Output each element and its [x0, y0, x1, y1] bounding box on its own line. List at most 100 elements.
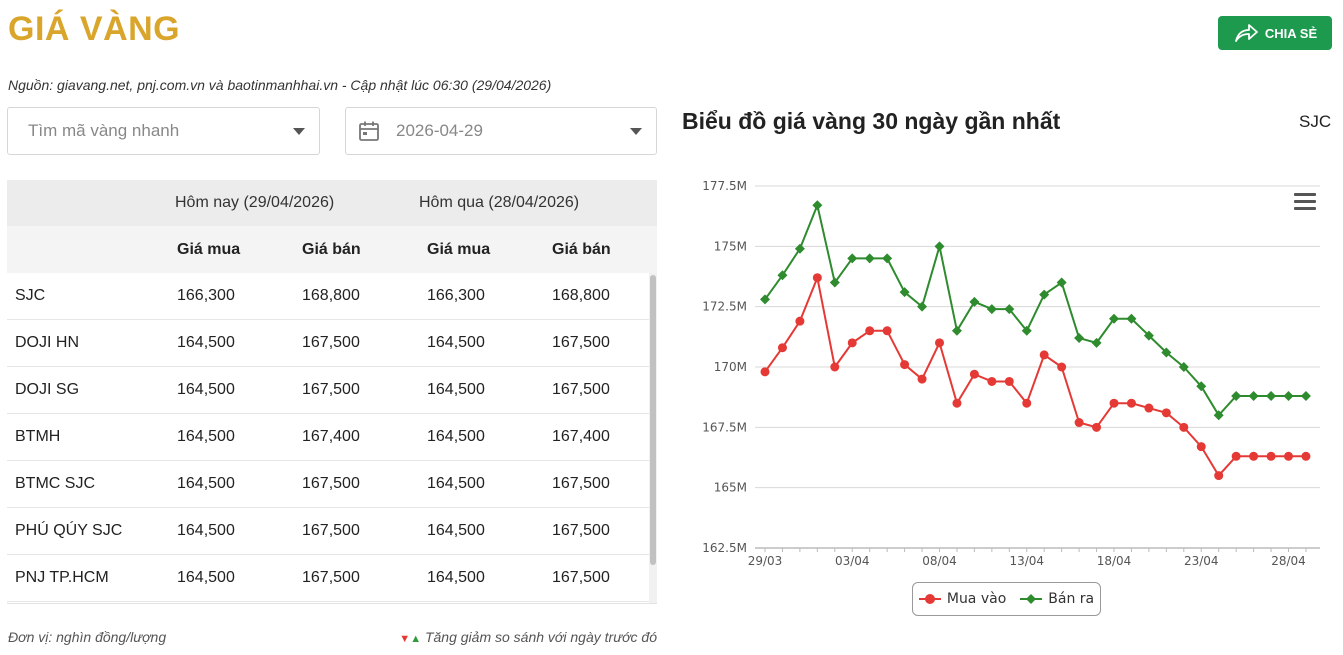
data-point-buy: [1074, 418, 1084, 428]
table-row[interactable]: DOJI SG 164,500 167,500 164,500 167,500: [7, 367, 657, 414]
data-point-sell: [1283, 390, 1294, 401]
yesterday-sell-value: 168,800: [552, 287, 610, 304]
chart-gold-code[interactable]: SJC: [1299, 112, 1332, 131]
legend-item-sell[interactable]: Bán ra: [1020, 591, 1094, 607]
x-tick-label: 13/04: [1009, 554, 1044, 568]
today-sell-value: 167,500: [302, 381, 360, 398]
series-line-buy: [764, 276, 1306, 477]
yesterday-buy-value: 164,500: [427, 522, 485, 539]
data-point-sell: [899, 287, 910, 298]
share-button[interactable]: CHIA SẺ: [1218, 16, 1332, 50]
data-point-buy: [882, 326, 892, 336]
data-point-buy: [1092, 422, 1102, 432]
y-tick-label: 177.5M: [702, 179, 747, 193]
data-point-buy: [865, 326, 875, 336]
data-point-sell: [829, 277, 840, 288]
price-table: Hôm nay (29/04/2026) Hôm qua (28/04/2026…: [7, 180, 657, 604]
data-point-sell: [1248, 390, 1259, 401]
table-row[interactable]: DOJI HN 164,500 167,500 164,500 167,500: [7, 320, 657, 367]
yesterday-sell-value: 167,500: [552, 522, 610, 539]
date-picker[interactable]: 2026-04-29: [345, 107, 657, 155]
data-point-sell: [1231, 390, 1242, 401]
gold-name: DOJI HN: [15, 334, 79, 351]
yesterday-sell-value: 167,500: [552, 381, 610, 398]
data-point-buy: [900, 360, 910, 370]
today-buy-value: 164,500: [177, 569, 235, 586]
unit-note: Đơn vị: nghìn đồng/lượng: [8, 629, 167, 645]
data-point-sell: [1074, 333, 1085, 344]
change-note: ▼▲ Tăng giảm so sánh với ngày trước đó: [399, 629, 657, 645]
table-row[interactable]: BTMH 164,500 167,400 164,500 167,400: [7, 414, 657, 461]
data-point-sell: [1178, 362, 1189, 372]
data-point-sell: [1021, 325, 1032, 336]
yesterday-buy-value: 166,300: [427, 287, 485, 304]
y-tick-label: 172.5M: [702, 300, 747, 314]
data-point-sell: [1039, 289, 1050, 300]
data-point-sell: [1004, 304, 1015, 315]
y-tick-label: 175M: [714, 239, 747, 253]
today-sell-header: Giá bán: [302, 240, 361, 258]
today-buy-value: 164,500: [177, 381, 235, 398]
data-point-buy: [1214, 471, 1224, 481]
data-point-sell: [934, 241, 945, 252]
today-buy-value: 164,500: [177, 475, 235, 492]
yesterday-sell-value: 167,500: [552, 569, 610, 586]
gold-name: SJC: [15, 287, 46, 304]
yesterday-buy-value: 164,500: [427, 569, 485, 586]
table-row[interactable]: PHÚ QÚY SJC 164,500 167,500 164,500 167,500: [7, 508, 657, 555]
data-point-sell: [1126, 313, 1137, 324]
date-value: 2026-04-29: [396, 121, 483, 140]
yesterday-buy-value: 164,500: [427, 381, 485, 398]
gold-name: PNJ TP.HCM: [15, 569, 109, 586]
page-title: GIÁ VÀNG: [8, 10, 181, 48]
legend-item-buy[interactable]: Mua vào: [918, 591, 1006, 607]
gold-name: BTMC SJC: [15, 475, 95, 492]
today-sell-value: 167,400: [302, 428, 360, 445]
data-point-sell: [917, 301, 928, 312]
data-point-buy: [1249, 451, 1259, 461]
yesterday-header: Hôm qua (28/04/2026): [419, 194, 580, 211]
data-point-buy: [847, 338, 857, 348]
data-point-sell: [1056, 277, 1067, 288]
quick-search-select[interactable]: Tìm mã vàng nhanh: [7, 107, 320, 155]
today-buy-value: 166,300: [177, 287, 235, 304]
data-point-sell: [1161, 347, 1172, 358]
y-tick-label: 170M: [714, 360, 747, 374]
data-point-sell: [1196, 381, 1207, 392]
table-row[interactable]: BTMC SJC 164,500 167,500 164,500 167,500: [7, 461, 657, 508]
data-point-buy: [1109, 398, 1119, 408]
data-point-sell: [1266, 390, 1277, 401]
today-buy-value: 164,500: [177, 334, 235, 351]
gold-name: DOJI SG: [15, 381, 80, 398]
yesterday-buy-header: Giá mua: [427, 240, 491, 258]
data-point-buy: [969, 369, 979, 379]
yesterday-sell-value: 167,500: [552, 334, 610, 351]
gold-name: BTMH: [15, 428, 61, 445]
table-row[interactable]: PNJ TP.HCM 164,500 167,500 164,500 167,500: [7, 555, 657, 602]
table-body: SJC 166,300 168,800 166,300 168,800 DOJI HN 16…: [7, 273, 657, 602]
data-point-buy: [830, 362, 840, 372]
data-point-buy: [1161, 408, 1171, 418]
table-row[interactable]: SJC 166,300 168,800 166,300 168,800: [7, 273, 657, 320]
today-sell-value: 167,500: [302, 334, 360, 351]
today-sell-value: 167,500: [302, 522, 360, 539]
data-point-sell: [1091, 337, 1102, 348]
data-point-buy: [760, 367, 770, 377]
chart-menu-icon[interactable]: [1294, 193, 1316, 211]
table-header-prices: Giá mua Giá bán Giá mua Giá bán: [7, 226, 657, 273]
data-point-sell: [1109, 313, 1119, 324]
data-point-buy: [1057, 362, 1067, 372]
share-arrow-icon: [1234, 24, 1258, 42]
today-sell-value: 167,500: [302, 569, 360, 586]
legend-buy-marker-icon: [918, 594, 941, 604]
data-point-buy: [1179, 422, 1189, 432]
data-point-buy: [987, 376, 997, 386]
chevron-down-icon: [293, 128, 305, 135]
x-tick-label: 28/04: [1271, 554, 1306, 568]
yesterday-buy-value: 164,500: [427, 475, 485, 492]
change-note-text: Tăng giảm so sánh với ngày trước đó: [424, 629, 657, 645]
yesterday-sell-header: Giá bán: [552, 240, 611, 258]
scrollbar-thumb[interactable]: [650, 275, 656, 565]
data-point-sell: [794, 243, 805, 254]
data-point-buy: [1301, 451, 1311, 461]
